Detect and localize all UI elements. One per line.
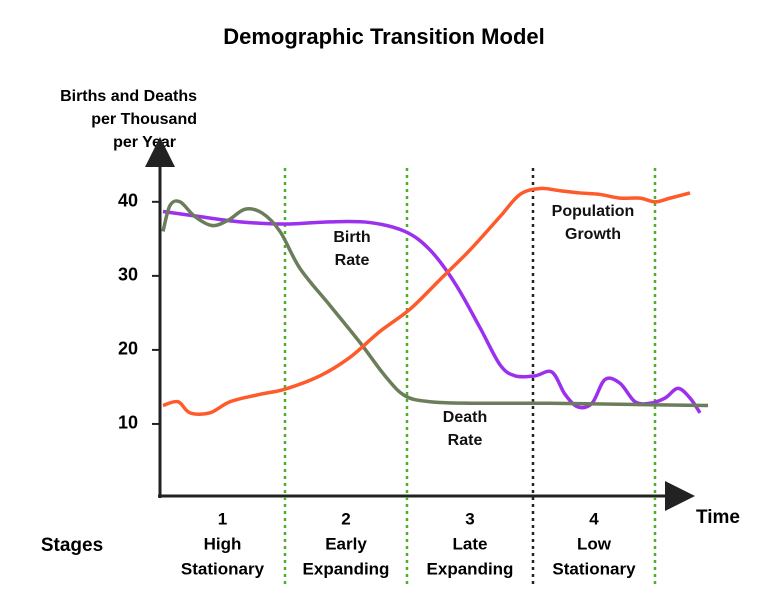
chart-title: Demographic Transition Model: [223, 24, 544, 49]
stage-label: Stationary: [181, 559, 265, 578]
y-tick-label: 40: [118, 191, 138, 211]
stage-label: 4: [589, 509, 599, 528]
y-tick-label: 30: [118, 265, 138, 285]
x-axis-label: Time: [696, 507, 740, 528]
series-label: Population Growth: [551, 203, 635, 243]
stage-label: Stationary: [552, 559, 636, 578]
stage-label: High: [204, 534, 242, 553]
y-axis-label: per Year: [113, 134, 176, 151]
line-series: [161, 199, 709, 408]
stage-label: Expanding: [303, 559, 390, 578]
stages-label: Stages: [41, 535, 103, 556]
y-axis-label: per Thousand: [91, 111, 197, 128]
series-label: Death Rate: [442, 409, 488, 449]
stage-label: Early: [325, 534, 367, 553]
stage-label: 3: [465, 509, 474, 528]
y-axis-label: Births and Deaths: [60, 88, 197, 105]
series-label: Birth Rate: [333, 229, 371, 269]
stage-label: 2: [341, 509, 350, 528]
stage-label: 1: [218, 509, 227, 528]
stage-label: Expanding: [427, 559, 514, 578]
stage-label: Late: [453, 534, 488, 553]
y-tick-label: 10: [118, 413, 138, 433]
line-series: [162, 186, 691, 416]
stage-label: Low: [577, 534, 612, 553]
y-tick-label: 20: [118, 339, 138, 359]
